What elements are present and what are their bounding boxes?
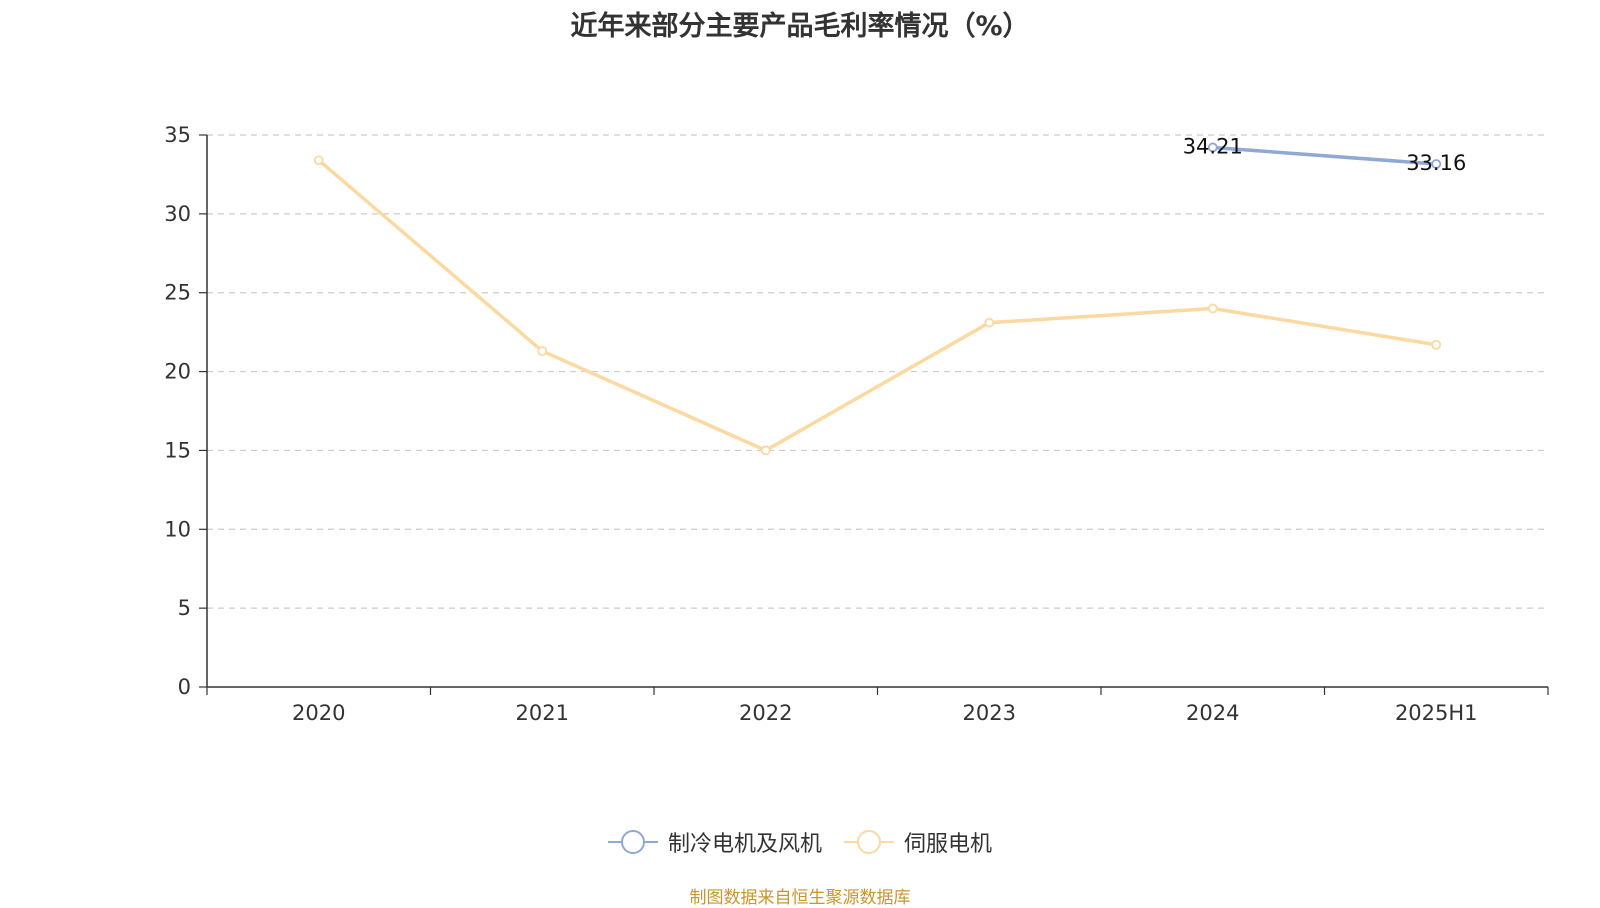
data-point: [1431, 159, 1442, 169]
x-tick-label: 2024: [1186, 701, 1239, 725]
data-point: [760, 445, 771, 456]
legend: 制冷电机及风机 伺服电机: [0, 826, 1600, 858]
x-tick-label: 2025H1: [1395, 701, 1478, 725]
data-point: [537, 346, 548, 356]
x-tick-label: 2022: [739, 701, 792, 725]
data-label: 33.16: [1406, 151, 1466, 175]
legend-label: 制冷电机及风机: [667, 832, 822, 857]
y-tick-label: 0: [178, 675, 191, 699]
data-point: [1207, 303, 1218, 314]
data-point: [1207, 142, 1218, 153]
y-tick-label: 30: [164, 202, 191, 226]
x-tick-label: 2021: [516, 701, 569, 725]
x-tick-label: 2020: [292, 701, 345, 725]
series-line-1: [1212, 145, 1437, 166]
legend-item[interactable]: 伺服电机: [844, 826, 992, 858]
y-tick-label: 20: [164, 360, 191, 384]
y-tick-label: 15: [164, 438, 191, 462]
data-point: [984, 317, 995, 328]
series-line-2: [317, 158, 1437, 453]
source-note: 制图数据来自恒生聚源数据库: [689, 888, 911, 908]
grid-lines: [207, 134, 1548, 609]
y-tick-label: 35: [164, 123, 191, 147]
y-tick-label: 25: [164, 281, 191, 305]
data-label: 34.21: [1183, 134, 1243, 158]
data-labels: 34.21 33.16: [1183, 134, 1467, 175]
data-point: [313, 155, 324, 166]
y-tick-label: 5: [178, 596, 191, 620]
legend-label: 伺服电机: [904, 832, 993, 857]
x-tick-label: 2023: [963, 701, 1016, 725]
legend-item[interactable]: 制冷电机及风机: [607, 826, 822, 858]
legend-swatch-icon: [844, 830, 894, 854]
legend-swatch-icon: [607, 830, 658, 854]
data-point: [1431, 339, 1442, 350]
chart-title: 近年来部分主要产品毛利率情况（%）: [570, 11, 1030, 42]
axes: 0 5 10 15 20 25 30 35 2020 2021 2022 2023 2024 2025H1: [164, 123, 1549, 725]
series-lines: [313, 142, 1442, 456]
y-tick-label: 10: [164, 517, 191, 541]
